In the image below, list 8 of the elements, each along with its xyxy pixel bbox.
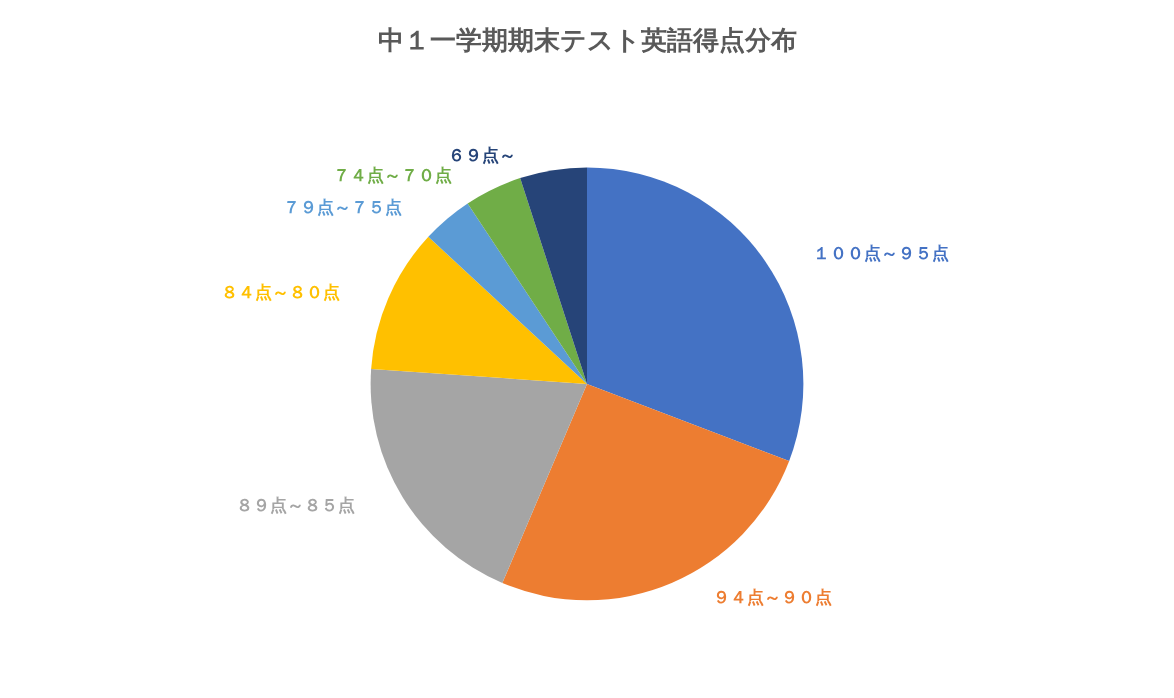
slice-label: ７４点～７０点 (332, 165, 452, 186)
slice-label: ８９点～８５点 (235, 494, 355, 515)
chart-title: 中１一学期期末テスト英語得点分布 (377, 25, 797, 55)
slice-label: ９４点～９０点 (712, 586, 832, 607)
slice-label: ６９点～ (447, 145, 516, 166)
slice-label: ７９点～７５点 (283, 197, 403, 218)
slice-label: ８４点～８０点 (220, 282, 340, 303)
slice-label: １００点～９５点 (812, 242, 949, 263)
